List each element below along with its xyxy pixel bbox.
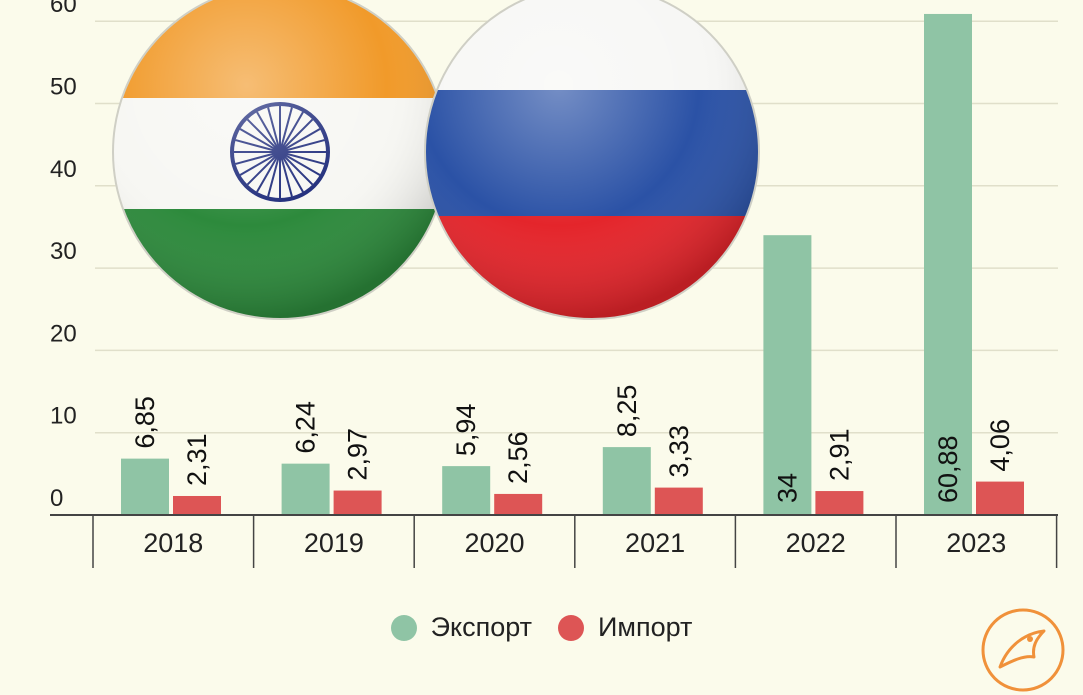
bar-export-2022 — [763, 235, 812, 515]
bar-import-2018 — [173, 495, 221, 515]
bar-import-2019 — [333, 490, 382, 515]
legend: Экспорт Импорт — [0, 612, 1083, 643]
bar-export-2020 — [442, 466, 491, 515]
legend-item-export: Экспорт — [390, 612, 533, 643]
y-tick-label: 20 — [50, 320, 77, 347]
india-flag-icon — [113, 0, 447, 319]
bar-export-2021 — [602, 447, 651, 515]
bird-logo-icon — [981, 608, 1065, 692]
bar-export-2023 — [924, 13, 972, 515]
bars: 6,85 2,31 6,24 2,97 5,94 2,56 8,25 3,33 34 2,91 60… — [121, 13, 1024, 515]
legend-swatch-export — [390, 614, 417, 641]
x-tick-label: 2023 — [946, 528, 1006, 558]
bar-import-2020 — [494, 493, 543, 515]
y-tick-label: 0 — [50, 485, 63, 512]
bar-export-2018 — [121, 458, 169, 515]
flags-illustration — [112, 0, 760, 320]
y-tick-label: 60 — [50, 0, 77, 18]
y-tick-label: 10 — [50, 403, 77, 430]
legend-item-import: Импорт — [558, 612, 692, 643]
bar-import-2021 — [654, 487, 703, 515]
x-axis: 2018 2019 2020 2021 2022 2023 — [50, 514, 1058, 568]
x-tick-label: 2022 — [786, 528, 846, 558]
data-label-export-2018: 6,85 — [130, 396, 160, 449]
bar-import-2022 — [815, 491, 864, 515]
y-tick-label: 40 — [50, 156, 77, 183]
data-label-import-2021: 3,33 — [664, 425, 694, 478]
data-label-import-2023: 4,06 — [985, 419, 1015, 472]
data-label-export-2021: 8,25 — [612, 385, 642, 438]
chart: 0 10 20 30 40 50 60 6,85 2,31 6,24 2,97 5,94 2,56 8,… — [50, 0, 1058, 568]
x-tick-label: 2021 — [625, 528, 685, 558]
legend-label-import: Импорт — [598, 612, 693, 642]
x-tick-label: 2020 — [464, 528, 524, 558]
data-label-export-2022: 34 — [772, 473, 802, 503]
data-label-export-2023: 60,88 — [933, 435, 963, 503]
data-label-import-2020: 2,56 — [503, 431, 533, 484]
russia-flag-icon — [425, 0, 759, 319]
legend-swatch-import — [558, 614, 585, 641]
data-label-import-2018: 2,31 — [182, 433, 212, 486]
bar-import-2023 — [976, 481, 1024, 515]
data-label-export-2020: 5,94 — [451, 404, 481, 457]
y-tick-label: 30 — [50, 238, 77, 265]
legend-label-export: Экспорт — [430, 612, 533, 642]
data-label-import-2022: 2,91 — [824, 428, 854, 481]
data-label-import-2019: 2,97 — [343, 428, 373, 481]
bar-export-2019 — [281, 463, 330, 515]
x-tick-label: 2019 — [304, 528, 364, 558]
x-tick-label: 2018 — [143, 528, 203, 558]
y-tick-label: 50 — [50, 74, 77, 101]
data-label-export-2019: 6,24 — [291, 401, 321, 454]
